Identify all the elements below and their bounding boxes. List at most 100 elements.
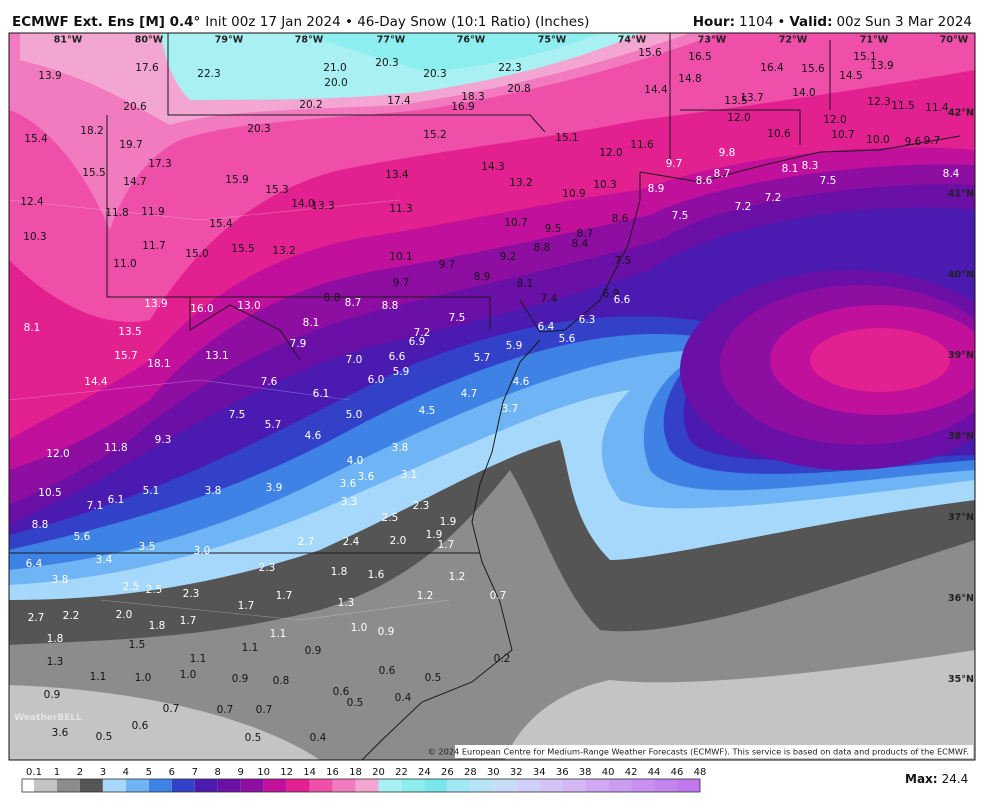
snow-total: 1.2	[417, 590, 434, 602]
color-swatch	[148, 779, 172, 792]
snow-total: 6.1	[313, 388, 330, 400]
lon-label: 77°W	[377, 35, 406, 46]
colorbar-tick: 24	[418, 767, 431, 778]
color-swatch	[194, 779, 218, 792]
snow-total: 0.4	[310, 732, 327, 744]
colorbar-tick: 1	[54, 767, 60, 778]
snow-total: 13.2	[272, 245, 295, 257]
header-left: ECMWF Ext. Ens [M] 0.4° Init 00z 17 Jan 2…	[12, 14, 589, 30]
labels: 81°W 80°W 79°W 78°W 77°W 76°W 75°W 74°W 73°W 72°W…	[20, 35, 974, 745]
snow-total: 0.9	[44, 689, 61, 701]
lon-label: 81°W	[54, 35, 83, 46]
colorbar-tick: 8	[215, 767, 221, 778]
snow-total: 12.4	[20, 196, 44, 208]
snow-total: 8.1	[517, 278, 534, 290]
snow-total: 1.8	[47, 633, 64, 645]
snow-total: 0.9	[232, 673, 249, 685]
colorbar-tick: 46	[671, 767, 684, 778]
contour-band	[810, 328, 950, 392]
color-swatch	[493, 779, 517, 792]
snow-total: 5.0	[346, 409, 363, 421]
map-frame	[8, 32, 976, 761]
snow-total: 20.3	[423, 68, 446, 80]
snow-total: 6.1	[108, 494, 125, 506]
lat-label: 36°N	[948, 593, 974, 604]
colorbar-tick: 7	[192, 767, 198, 778]
header-right: Hour: 1104 • Valid: 00z Sun 3 Mar 2024	[693, 14, 972, 30]
snow-total: 17.3	[148, 158, 171, 170]
snow-total: 11.8	[104, 442, 127, 454]
snow-total: 12.0	[599, 147, 622, 159]
snow-total: 7.2	[765, 192, 782, 204]
snow-total: 17.6	[135, 62, 159, 74]
snow-total: 1.1	[242, 642, 259, 654]
snow-total: 1.2	[449, 571, 466, 583]
snow-total: 7.0	[346, 354, 363, 366]
snow-total: 6.6	[614, 294, 631, 306]
lon-label: 79°W	[215, 35, 244, 46]
color-swatch	[562, 779, 586, 792]
colorbar-tick: 10	[257, 767, 270, 778]
snow-total: 1.8	[149, 620, 166, 632]
snow-total: 1.0	[351, 622, 368, 634]
watermark: WeatherBELL	[14, 713, 82, 723]
color-swatch	[378, 779, 402, 792]
snow-total: 13.9	[38, 70, 61, 82]
lat-label: 37°N	[948, 512, 974, 523]
snow-total: 11.7	[142, 240, 165, 252]
colorbar-tick: 26	[441, 767, 454, 778]
snow-total: 14.0	[792, 87, 815, 99]
max: Max: 24.4	[905, 772, 968, 786]
snow-total: 3.0	[194, 545, 211, 557]
snow-total: 5.7	[474, 352, 491, 364]
snow-total: 0.6	[333, 686, 350, 698]
snow-total: 1.1	[90, 671, 107, 683]
hour-label: Hour:	[693, 14, 735, 30]
snow-total: 9.3	[155, 434, 172, 446]
snow-total: 2.3	[413, 500, 430, 512]
snow-total: 2.0	[390, 535, 407, 547]
snow-total: 2.3	[183, 588, 200, 600]
snow-total: 3.4	[96, 554, 113, 566]
snow-total: 0.7	[163, 703, 180, 715]
snow-total: 11.6	[630, 139, 654, 151]
snow-total: 9.7	[439, 259, 456, 271]
max-label: Max:	[905, 772, 938, 786]
snow-total: 13.0	[237, 300, 260, 312]
snow-total: 7.2	[414, 327, 431, 339]
snow-total: 10.3	[593, 179, 616, 191]
snow-total: 6.9	[409, 336, 426, 348]
color-swatch	[608, 779, 632, 792]
snow-total: 20.6	[123, 101, 147, 113]
snow-total: 5.9	[393, 366, 410, 378]
colorbar-tick: 6	[169, 767, 175, 778]
snow-total: 18.1	[147, 358, 170, 370]
snow-total: 12.0	[727, 112, 750, 124]
colorbar-tick: 18	[349, 767, 362, 778]
snow-total: 11.8	[105, 207, 128, 219]
snow-total: 8.8	[534, 242, 551, 254]
snow-total: 5.7	[265, 419, 282, 431]
snow-total: 15.6	[801, 63, 825, 75]
snow-total: 1.0	[135, 672, 152, 684]
snow-total: 16.4	[760, 62, 784, 74]
color-swatch	[56, 779, 80, 792]
color-swatch	[22, 779, 34, 792]
lat-label: 39°N	[948, 350, 974, 361]
snow-total: 4.6	[305, 430, 322, 442]
snow-total: 0.5	[347, 697, 364, 709]
colorbar-tick: 4	[123, 767, 129, 778]
colorbar-tick: 38	[579, 767, 592, 778]
snow-total: 15.7	[114, 350, 137, 362]
snow-total: 7.2	[735, 201, 752, 213]
snow-total: 1.1	[190, 653, 207, 665]
snow-total: 6.4	[538, 321, 555, 333]
snow-total: 7.1	[87, 500, 104, 512]
snow-total: 3.9	[266, 482, 283, 494]
colorbar: 0.1 1 2 3 4 5 6 7 8 9 10 12 14 16 18 20 22 24 26 28 30 32 34 36…	[21, 767, 706, 793]
snow-total: 20.3	[247, 123, 270, 135]
lon-label: 75°W	[538, 35, 567, 46]
lat-label: 40°N	[948, 269, 974, 280]
snow-total: 0.5	[425, 672, 442, 684]
colorbar-tick: 30	[487, 767, 500, 778]
